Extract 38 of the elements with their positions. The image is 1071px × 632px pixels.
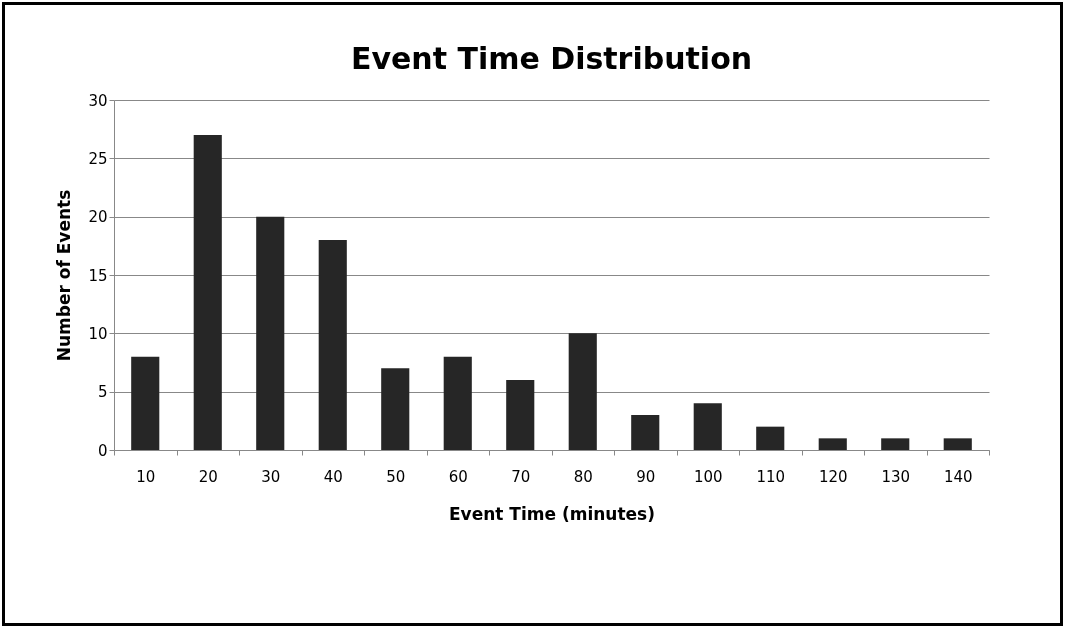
bar [568,333,597,450]
x-tick-label: 60 [448,467,468,486]
bar [693,403,722,450]
bar [943,438,972,450]
y-tick-label: 10 [88,324,108,343]
bar [756,426,785,450]
bar [631,415,660,450]
x-tick-label: 100 [693,467,723,486]
bar [381,368,410,450]
bar [256,216,285,450]
bar [131,356,160,450]
x-tick-label: 120 [818,467,848,486]
x-tick-label: 50 [386,467,406,486]
bar [318,240,347,450]
bar [881,438,910,450]
y-tick-label: 0 [97,441,108,460]
y-tick-label: 15 [88,266,108,285]
x-axis-title: Event Time (minutes) [448,503,656,524]
y-tick-label: 5 [97,383,108,402]
x-tick-label: 20 [198,467,218,486]
bar [193,135,222,450]
x-tick-label: 30 [261,467,281,486]
x-tick-label: 110 [756,467,786,486]
x-tick-label: 40 [323,467,343,486]
y-axis-title: Number of Events [54,189,75,362]
x-tick-label: 70 [511,467,531,486]
chart-title: Event Time Distribution [350,41,753,76]
bar [818,438,847,450]
bar [506,380,535,450]
x-tick-label: 10 [136,467,156,486]
y-tick-label: 25 [88,149,108,168]
x-tick-label: 140 [943,467,973,486]
x-tick-label: 130 [881,467,911,486]
bar [443,356,472,450]
x-tick-label: 90 [636,467,656,486]
y-tick-label: 20 [88,208,108,227]
x-tick-label: 80 [573,467,593,486]
y-tick-label: 30 [88,91,108,110]
